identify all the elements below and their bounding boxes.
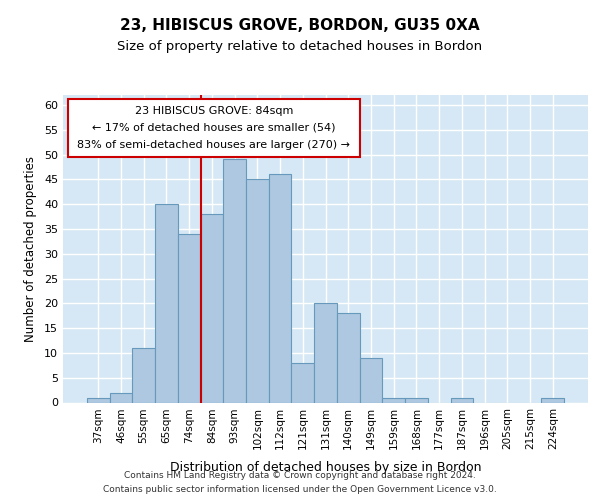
Text: Contains HM Land Registry data © Crown copyright and database right 2024.: Contains HM Land Registry data © Crown c… [124,472,476,480]
Bar [359,358,382,403]
Text: Size of property relative to detached houses in Bordon: Size of property relative to detached ho… [118,40,482,53]
Bar [314,304,337,402]
Bar [246,180,269,402]
Bar [200,214,223,402]
Bar [382,398,405,402]
Bar [541,398,564,402]
Bar [87,398,110,402]
Bar [451,398,473,402]
Bar [155,204,178,402]
Text: ← 17% of detached houses are smaller (54): ← 17% of detached houses are smaller (54… [92,122,335,132]
Bar [269,174,292,402]
Bar [133,348,155,403]
Text: 83% of semi-detached houses are larger (270) →: 83% of semi-detached houses are larger (… [77,140,350,150]
X-axis label: Distribution of detached houses by size in Bordon: Distribution of detached houses by size … [170,460,481,473]
Bar [110,392,133,402]
Bar [178,234,200,402]
Bar [405,398,428,402]
Text: Contains public sector information licensed under the Open Government Licence v3: Contains public sector information licen… [103,486,497,494]
Y-axis label: Number of detached properties: Number of detached properties [24,156,37,342]
Bar [223,160,246,402]
Bar [292,363,314,403]
Text: 23, HIBISCUS GROVE, BORDON, GU35 0XA: 23, HIBISCUS GROVE, BORDON, GU35 0XA [120,18,480,32]
Bar [337,313,359,402]
Text: 23 HIBISCUS GROVE: 84sqm: 23 HIBISCUS GROVE: 84sqm [135,106,293,117]
